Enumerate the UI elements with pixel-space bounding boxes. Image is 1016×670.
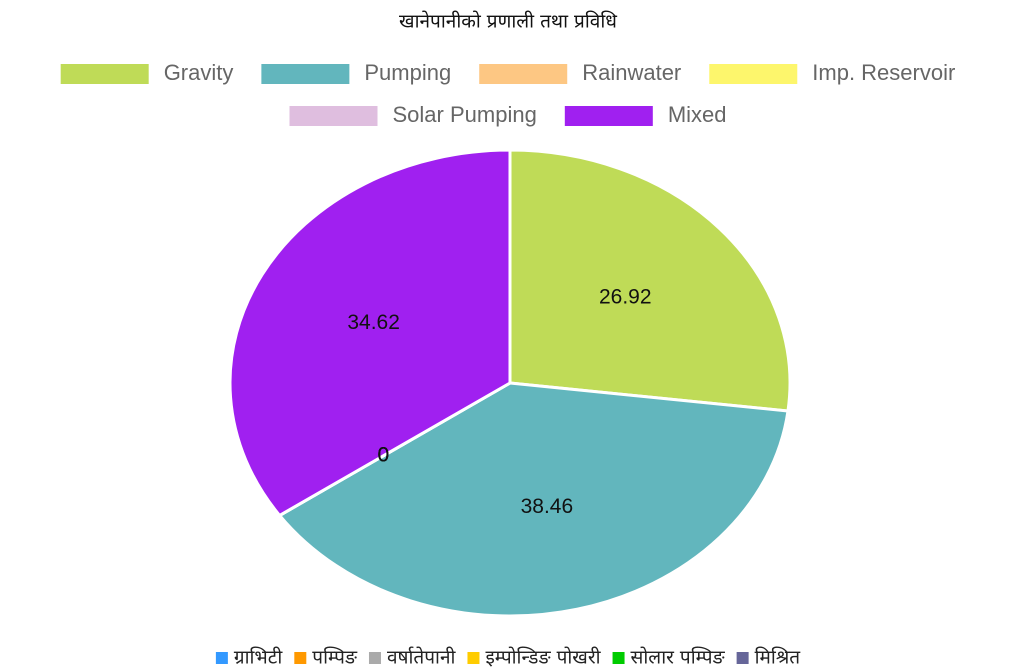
legend-swatch [261,64,350,84]
pie-slice [277,381,790,618]
data-label: 26.92 [599,286,652,309]
legend2-swatch [467,652,480,664]
legend2-label: ग्राभिटी [234,646,283,669]
data-label: 0 [377,443,389,466]
legend-label: Mixed [668,102,727,127]
data-label: 0 [377,443,389,466]
legend2-label: वर्षातेपानी [387,646,457,669]
legend2-label: पम्पिङ [312,646,358,669]
legend-swatch [289,106,378,126]
legend-label: Rainwater [582,60,681,85]
legend2-label: सोलार पम्पिङ [631,646,726,669]
legend-label: Imp. Reservoir [812,60,955,85]
data-label: 34.62 [347,311,400,334]
legend-label: Gravity [164,60,234,85]
legend2-swatch [215,652,228,664]
legend-swatch [60,64,149,84]
chart-title: खानेपानीको प्रणाली तथा प्रविधि [399,10,617,33]
legend-label: Pumping [364,60,451,85]
data-label: 0 [377,443,389,466]
data-label: 38.46 [521,495,574,518]
legend2-swatch [612,652,625,664]
legend-swatch [479,64,568,84]
legend2-swatch [736,652,749,664]
legend-swatch [564,106,653,126]
pie-slice [508,148,792,413]
legend-swatch [709,64,798,84]
legend2-label: मिश्रित [755,646,802,669]
legend2-swatch [368,652,381,664]
legend-label: Solar Pumping [393,102,537,127]
pie-slice [228,148,512,518]
legend2-swatch [294,652,307,664]
legend2-label: इम्पोन्डिङ पोखरी [485,646,601,669]
